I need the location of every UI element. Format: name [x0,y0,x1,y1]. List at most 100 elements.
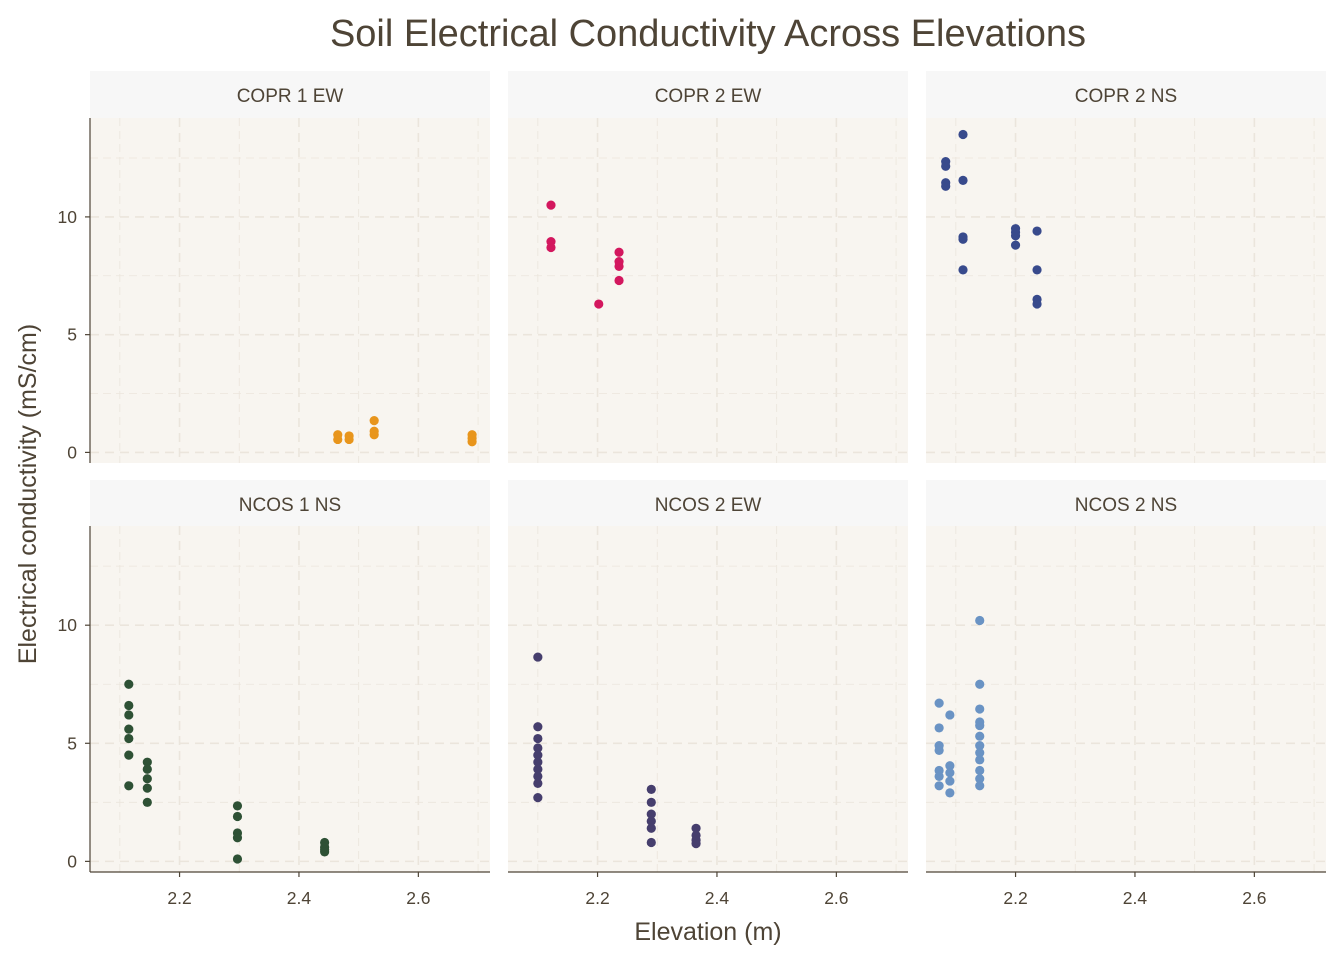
facet-strip [926,480,1326,526]
data-point [691,823,701,833]
y-tick-label: 0 [67,442,77,462]
data-point [958,234,968,244]
y-axis-title: Electrical conductivity (mS/cm) [14,324,42,664]
y-tick-label: 0 [67,851,77,871]
x-tick-label: 2.2 [1003,888,1027,908]
data-point [614,275,624,286]
data-point [975,704,985,714]
data-point [934,745,944,755]
data-point [975,765,985,776]
data-point [533,652,543,662]
x-tick-label: 2.2 [585,888,609,908]
data-point [369,416,379,426]
facet-label: NCOS 1 NS [239,495,341,516]
facet-panel: NCOS 2 NS 2.2 2.4 2.6 [926,480,1326,908]
data-point [124,781,134,791]
chart-title: Soil Electrical Conductivity Across Elev… [330,13,1086,55]
data-point [646,837,656,848]
x-tick-label: 2.4 [287,888,312,908]
facet-panel: NCOS 1 NS 0 5 10 2.2 2.4 2.6 [58,480,490,908]
facet-strip [90,71,490,118]
panel-background [926,526,1326,872]
data-point [646,809,656,819]
data-point [533,722,543,732]
data-point [975,741,985,751]
data-point [1032,299,1042,309]
data-point [691,839,701,849]
x-tick-label: 2.6 [406,888,430,908]
data-point [142,764,152,774]
facet-label: NCOS 2 EW [655,495,762,516]
data-point [945,768,955,778]
facet-strip [926,71,1326,118]
data-point [124,700,134,711]
data-point [975,774,985,784]
facet-label: COPR 2 EW [655,86,762,107]
data-point [124,724,134,734]
data-point [546,200,556,210]
data-point [594,299,604,309]
panel-background [926,118,1326,463]
data-point [934,723,944,733]
data-point [958,175,968,186]
facet-strip [508,71,908,118]
data-point [975,679,985,689]
data-point [614,261,624,271]
data-point [941,181,951,191]
facet-panel: NCOS 2 EW 2.2 2.4 2.6 [508,480,908,908]
data-point [533,757,543,767]
data-point [142,757,152,767]
data-point [1032,265,1042,275]
data-point [333,430,343,440]
data-point [646,797,656,807]
x-tick-label: 2.4 [1123,888,1148,908]
x-tick-label: 2.6 [824,888,848,908]
data-point [975,615,985,626]
data-point [124,750,134,760]
data-point [614,247,624,257]
data-point [975,748,985,758]
x-tick-label: 2.4 [705,888,730,908]
data-point [142,797,152,807]
facet-panels: COPR 1 EW 0 5 10 COPR 2 EW COPR 2 NS NCOS 1 NS… [58,71,1326,908]
data-point [646,823,656,833]
data-point [344,431,354,441]
data-point [142,783,152,793]
data-point [934,781,944,791]
data-point [975,755,985,765]
data-point [958,129,968,140]
data-point [1010,231,1021,241]
data-point [1010,240,1021,250]
x-tick-label: 2.6 [1242,888,1266,908]
x-tick-label: 2.2 [167,888,191,908]
data-point [369,426,379,436]
data-point [945,788,955,798]
y-tick-label: 5 [67,325,77,345]
panel-background [90,118,490,463]
x-axis-title: Elevation (m) [634,918,781,946]
facet-strip [90,480,490,526]
data-point [533,793,543,803]
data-point [546,242,556,253]
data-point [232,801,243,811]
data-point [124,679,134,689]
data-point [533,750,543,760]
y-tick-label: 10 [58,207,78,227]
data-point [646,816,656,826]
facet-panel: COPR 2 EW [508,71,908,463]
facet-label: COPR 2 NS [1075,86,1177,107]
data-point [124,733,134,744]
data-point [945,761,955,771]
facet-panel: COPR 2 NS [926,71,1326,463]
data-point [533,778,543,789]
data-point [232,854,243,864]
data-point [646,784,656,794]
data-point [533,743,543,753]
data-point [232,833,243,843]
data-point [1032,226,1042,236]
data-point [975,731,985,741]
data-point [934,698,944,708]
data-point [533,771,543,781]
facet-strip [508,480,908,526]
data-point [934,771,944,781]
